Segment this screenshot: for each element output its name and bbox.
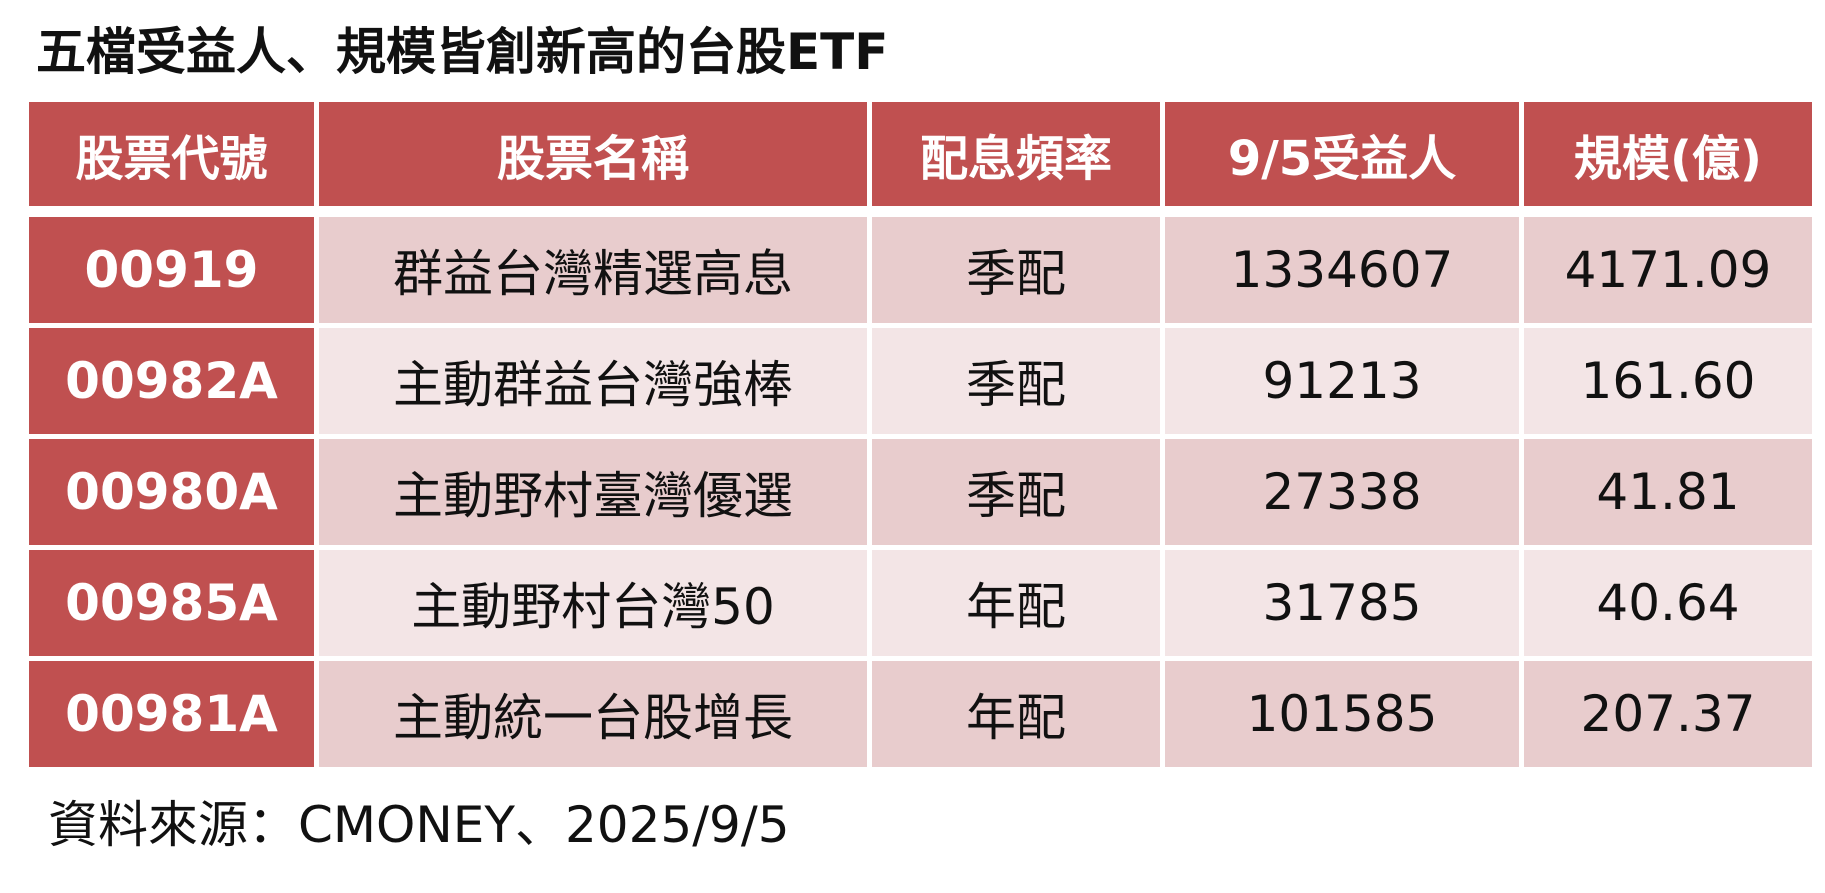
cell-stock-code: 00982A — [29, 328, 314, 434]
cell-beneficiaries: 91213 — [1165, 328, 1519, 434]
cell-dividend-frequency: 季配 — [872, 217, 1160, 323]
cell-scale: 41.81 — [1524, 439, 1812, 545]
cell-stock-name: 主動野村台灣50 — [319, 550, 867, 656]
cell-stock-code: 00985A — [29, 550, 314, 656]
table-row: 00982A 主動群益台灣強棒 季配 91213 161.60 — [29, 328, 1812, 434]
source-note: 資料來源：CMONEY、2025/9/5 — [48, 796, 790, 854]
cell-beneficiaries: 101585 — [1165, 661, 1519, 767]
table-header-row: 股票代號 股票名稱 配息頻率 9/5受益人 規模(億) — [29, 102, 1812, 206]
header-beneficiaries: 9/5受益人 — [1165, 102, 1519, 206]
cell-beneficiaries: 27338 — [1165, 439, 1519, 545]
cell-stock-name: 群益台灣精選高息 — [319, 217, 867, 323]
cell-stock-name: 主動統一台股增長 — [319, 661, 867, 767]
cell-scale: 4171.09 — [1524, 217, 1812, 323]
cell-scale: 40.64 — [1524, 550, 1812, 656]
header-scale: 規模(億) — [1524, 102, 1812, 206]
cell-dividend-frequency: 年配 — [872, 550, 1160, 656]
cell-stock-code: 00981A — [29, 661, 314, 767]
cell-stock-code: 00919 — [29, 217, 314, 323]
cell-stock-name: 主動野村臺灣優選 — [319, 439, 867, 545]
cell-stock-name: 主動群益台灣強棒 — [319, 328, 867, 434]
cell-beneficiaries: 31785 — [1165, 550, 1519, 656]
header-stock-name: 股票名稱 — [319, 102, 867, 206]
etf-table: 股票代號 股票名稱 配息頻率 9/5受益人 規模(億) 00919 群益台灣精選… — [29, 102, 1812, 772]
cell-stock-code: 00980A — [29, 439, 314, 545]
header-stock-code: 股票代號 — [29, 102, 314, 206]
cell-beneficiaries: 1334607 — [1165, 217, 1519, 323]
chart-title: 五檔受益人、規模皆創新高的台股ETF — [36, 23, 889, 81]
cell-scale: 161.60 — [1524, 328, 1812, 434]
table-row: 00985A 主動野村台灣50 年配 31785 40.64 — [29, 550, 1812, 656]
cell-dividend-frequency: 年配 — [872, 661, 1160, 767]
table-row: 00980A 主動野村臺灣優選 季配 27338 41.81 — [29, 439, 1812, 545]
table-row: 00919 群益台灣精選高息 季配 1334607 4171.09 — [29, 217, 1812, 323]
header-dividend-frequency: 配息頻率 — [872, 102, 1160, 206]
cell-dividend-frequency: 季配 — [872, 439, 1160, 545]
cell-scale: 207.37 — [1524, 661, 1812, 767]
table-row: 00981A 主動統一台股增長 年配 101585 207.37 — [29, 661, 1812, 767]
cell-dividend-frequency: 季配 — [872, 328, 1160, 434]
